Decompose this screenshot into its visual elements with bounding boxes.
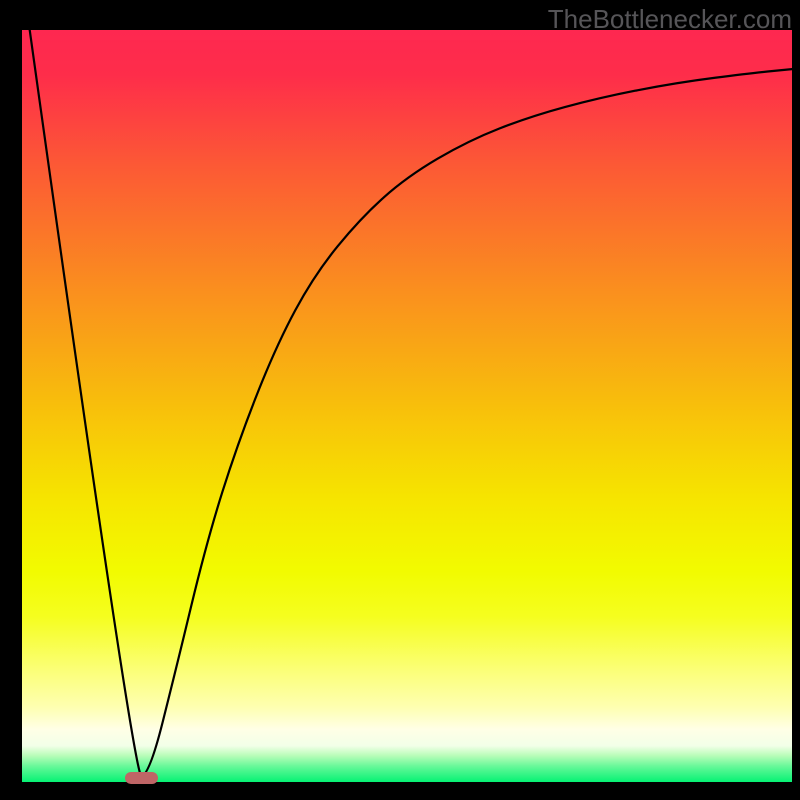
curve-svg	[22, 30, 792, 782]
watermark-text: TheBottlenecker.com	[548, 4, 792, 35]
optimal-point-marker	[125, 772, 157, 784]
chart-container: TheBottlenecker.com	[0, 0, 800, 800]
bottleneck-curve	[30, 30, 792, 776]
plot-area	[22, 30, 792, 782]
